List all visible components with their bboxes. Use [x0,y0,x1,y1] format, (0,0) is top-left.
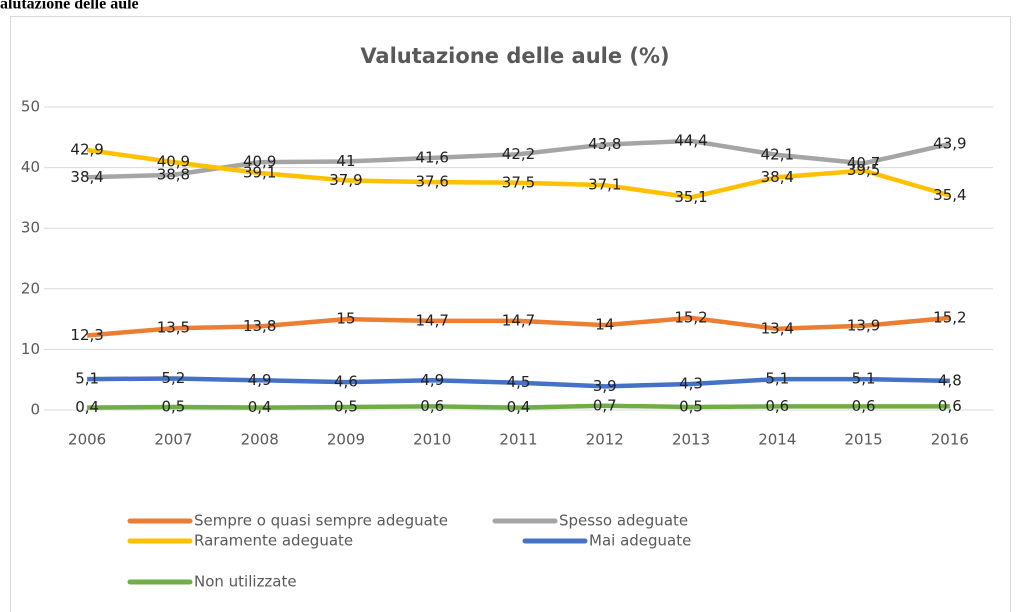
data-label: 37,5 [502,173,535,191]
x-tick-label: 2009 [327,431,365,449]
data-label: 4,9 [248,371,272,389]
data-label: 0,5 [679,397,703,415]
data-label: 14 [595,316,614,334]
data-label: 4,3 [679,374,703,392]
data-label: 38,4 [70,168,103,186]
series-line [87,403,950,410]
data-label: 42,1 [761,145,794,163]
data-label: 15,2 [674,308,707,326]
page-title: alutazione delle aule [0,0,139,13]
y-tick-label: 50 [21,98,40,116]
legend-label: Spesso adeguate [559,512,688,530]
data-label: 4,8 [938,371,962,389]
data-label: 0,6 [852,397,876,415]
chart-frame [10,16,1011,612]
data-label: 37,1 [588,176,621,194]
data-label: 13,8 [243,317,276,335]
legend-label: Sempre o quasi sempre adeguate [194,512,448,530]
x-tick-label: 2010 [413,431,451,449]
data-label: 5,1 [765,370,789,388]
data-label: 37,9 [329,171,362,189]
legend-label: Mai adeguate [589,532,691,550]
data-label: 0,6 [938,397,962,415]
data-label: 4,9 [420,371,444,389]
data-label: 14,7 [416,311,449,329]
x-tick-label: 2016 [931,431,969,449]
data-label: 5,1 [75,370,99,388]
series-line [87,138,951,180]
data-label: 39,1 [243,164,276,182]
data-label: 4,6 [334,373,358,391]
data-label: 4,5 [507,373,531,391]
legend-label: Non utilizzate [194,573,297,591]
data-label: 44,4 [674,131,707,149]
data-label: 0,4 [75,398,99,416]
data-label: 3,9 [593,377,617,395]
data-label: 0,6 [420,397,444,415]
y-tick-label: 0 [30,401,40,419]
x-tick-label: 2011 [499,431,537,449]
data-label: 0,7 [593,396,617,414]
data-label: 13,9 [847,316,880,334]
data-label: 38,4 [761,168,794,186]
data-label: 0,5 [334,397,358,415]
data-label: 13,4 [761,319,794,337]
legend-label: Raramente adeguate [194,532,353,550]
x-tick-label: 2015 [844,431,882,449]
y-tick-label: 30 [21,219,40,237]
x-tick-label: 2014 [758,431,796,449]
data-label: 42,2 [502,145,535,163]
data-label: 38,8 [157,165,190,183]
y-tick-label: 20 [21,279,40,297]
data-label: 40,7 [847,154,880,172]
series-line [86,315,951,338]
x-tick-label: 2013 [672,431,710,449]
data-label: 43,9 [933,134,966,152]
data-label: 41 [336,152,355,170]
data-label: 35,4 [933,186,966,204]
x-tick-label: 2008 [241,431,279,449]
data-label: 35,1 [674,188,707,206]
data-label: 15 [336,310,355,328]
y-tick-label: 40 [21,158,40,176]
data-label: 43,8 [588,135,621,153]
x-tick-label: 2012 [586,431,624,449]
data-label: 39,5 [847,161,880,179]
data-label: 0,4 [248,398,272,416]
data-label: 14,7 [502,311,535,329]
series-line [87,376,950,389]
data-label: 40,9 [243,153,276,171]
data-label: 0,5 [161,397,185,415]
series-line [86,147,951,200]
data-label: 15,2 [933,308,966,326]
chart-title: Valutazione delle aule (%) [360,44,669,68]
data-label: 5,2 [161,369,185,387]
data-label: 40,9 [157,153,190,171]
data-label: 0,6 [765,397,789,415]
x-tick-label: 2007 [154,431,192,449]
data-label: 41,6 [416,148,449,166]
x-tick-label: 2006 [68,431,106,449]
y-tick-label: 10 [21,340,40,358]
data-label: 42,9 [70,141,103,159]
data-label: 0,4 [507,398,531,416]
data-label: 37,6 [416,173,449,191]
data-label: 5,1 [852,370,876,388]
data-label: 12,3 [70,326,103,344]
data-label: 13,5 [157,319,190,337]
